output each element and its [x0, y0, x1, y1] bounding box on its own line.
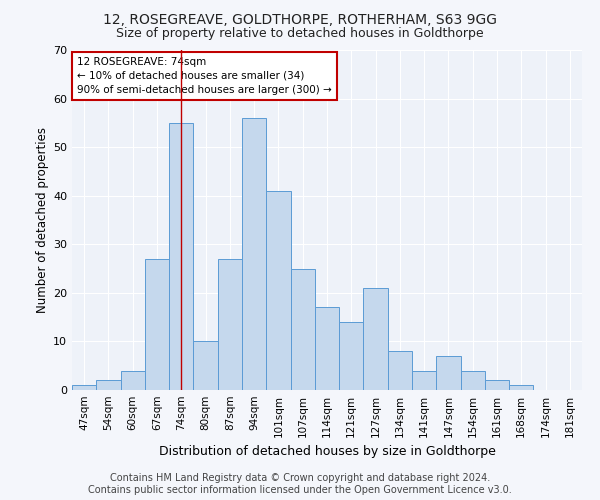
Bar — [315, 308, 339, 390]
Bar — [436, 356, 461, 390]
Bar — [193, 342, 218, 390]
Bar — [72, 385, 96, 390]
Text: Size of property relative to detached houses in Goldthorpe: Size of property relative to detached ho… — [116, 28, 484, 40]
Bar — [145, 259, 169, 390]
Bar — [412, 370, 436, 390]
Bar — [266, 191, 290, 390]
Bar — [96, 380, 121, 390]
Bar — [485, 380, 509, 390]
Text: 12 ROSEGREAVE: 74sqm
← 10% of detached houses are smaller (34)
90% of semi-detac: 12 ROSEGREAVE: 74sqm ← 10% of detached h… — [77, 57, 332, 95]
Text: Contains HM Land Registry data © Crown copyright and database right 2024.
Contai: Contains HM Land Registry data © Crown c… — [88, 474, 512, 495]
X-axis label: Distribution of detached houses by size in Goldthorpe: Distribution of detached houses by size … — [158, 446, 496, 458]
Bar — [242, 118, 266, 390]
Bar — [388, 351, 412, 390]
Bar — [461, 370, 485, 390]
Bar — [218, 259, 242, 390]
Bar — [509, 385, 533, 390]
Text: 12, ROSEGREAVE, GOLDTHORPE, ROTHERHAM, S63 9GG: 12, ROSEGREAVE, GOLDTHORPE, ROTHERHAM, S… — [103, 12, 497, 26]
Bar — [169, 123, 193, 390]
Bar — [364, 288, 388, 390]
Bar — [121, 370, 145, 390]
Bar — [290, 268, 315, 390]
Bar — [339, 322, 364, 390]
Y-axis label: Number of detached properties: Number of detached properties — [36, 127, 49, 313]
